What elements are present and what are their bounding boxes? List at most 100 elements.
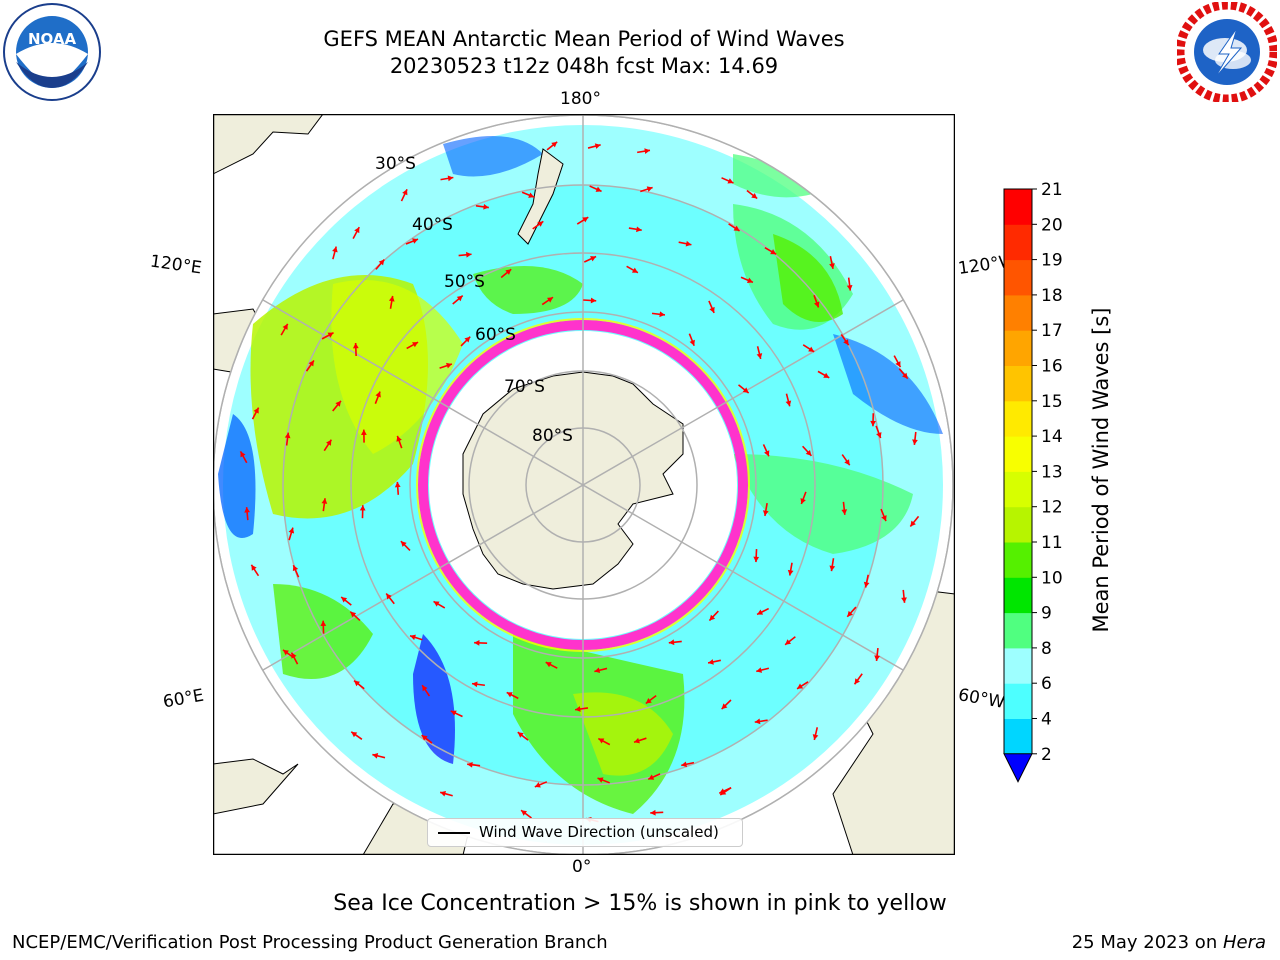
map-canvas: 30°S 40°S 50°S 60°S 70°S 80°S [212, 113, 956, 856]
wave-arrow-head [412, 238, 419, 244]
wave-arrow-head [388, 295, 395, 302]
wave-arrow-head [594, 143, 601, 149]
wave-arrow-head [631, 267, 638, 273]
wave-arrow-head [352, 342, 359, 349]
wave-arrow-head [575, 706, 581, 712]
colorbar-segment [1004, 542, 1032, 578]
colorbar-segments [1003, 188, 1033, 783]
colorbar-segment [1004, 365, 1032, 402]
wave-arrow-head [308, 360, 314, 367]
wave-arrow-head [863, 581, 870, 588]
wave-arrow-head [354, 227, 360, 234]
wave-arrow-head [595, 186, 602, 192]
colorbar-tick-label: 19 [1041, 251, 1063, 271]
nws-logo [1177, 2, 1277, 102]
wave-arrow-head [466, 251, 472, 258]
wave-arrow-head [636, 226, 642, 233]
wave-arrow-head [341, 597, 348, 603]
wave-arrow-head [320, 620, 327, 627]
wave-arrow-head [327, 332, 334, 338]
map-legend: Wind Wave Direction (unscaled) [427, 818, 743, 847]
footer-credit: NCEP/EMC/Verification Post Processing Pr… [12, 932, 608, 953]
colorbar-tick-label: 2 [1041, 745, 1052, 765]
footer-machine: Hera [1222, 932, 1266, 953]
wave-arrow-head [359, 505, 366, 511]
colorbar-tick-label: 8 [1041, 639, 1052, 659]
wave-arrow-head [537, 221, 544, 227]
colorbar-segment [1004, 577, 1032, 614]
colorbar-segment [1004, 259, 1032, 296]
wave-arrow-head [412, 342, 419, 348]
legend-line-marker [438, 832, 470, 834]
wave-arrow-head [251, 564, 257, 571]
wave-arrow-head [646, 186, 653, 192]
wave-arrow-head [467, 761, 473, 768]
wave-arrow-head [742, 387, 749, 393]
wave-arrow-head [733, 225, 740, 231]
wave-arrow-head [650, 809, 656, 816]
wave-arrow-head [902, 372, 908, 379]
wave-arrow-head [326, 439, 332, 446]
colorbar-under-triangle [1003, 753, 1033, 783]
colorbar-tick-label: 16 [1041, 357, 1063, 377]
sea-ice-note: Sea Ice Concentration > 15% is shown in … [333, 891, 947, 916]
wave-arrow-head [447, 175, 454, 182]
colorbar-tick-label: 12 [1041, 498, 1063, 518]
wave-arrow-head [648, 774, 655, 780]
wave-arrow-head [335, 400, 341, 407]
wave-arrow-head [846, 284, 853, 291]
colorbar-tick-label: 20 [1041, 215, 1063, 235]
wave-arrow-head [450, 710, 457, 716]
colorbar-segment [1004, 506, 1032, 543]
lat-label-70s: 70°S [504, 377, 545, 397]
wave-arrow-head [244, 507, 250, 513]
wave-arrow-head [288, 527, 295, 534]
colorbar-tick-label: 21 [1041, 180, 1063, 200]
colorbar-ticks: 2 4 6 8 9 10 11 12 13 14 15 16 17 18 19 20 21 [1032, 180, 1063, 765]
wave-arrow-head [534, 782, 541, 788]
colorbar-tick-label: 14 [1041, 427, 1063, 447]
wave-arrow-head [805, 449, 812, 456]
wave-arrow-head [757, 609, 764, 615]
wave-arrow-head [394, 481, 401, 488]
antarctic-map: 30°S 40°S 50°S 60°S 70°S 80°S [212, 113, 956, 856]
colorbar-tick-label: 15 [1041, 392, 1063, 412]
colorbar-segment [1004, 294, 1032, 331]
wave-arrow-head [721, 703, 728, 710]
lon-label-0: 0° [572, 857, 592, 877]
wave-arrow-head [582, 217, 589, 223]
wave-arrow-head [517, 732, 524, 738]
graticule [213, 115, 953, 855]
wave-arrow-head [910, 520, 916, 527]
lon-label-60e: 60°E [161, 685, 206, 713]
colorbar-segment [1004, 330, 1032, 366]
wave-arrow-head [854, 678, 860, 685]
wave-arrow-head [876, 432, 882, 439]
legend-label: Wind Wave Direction (unscaled) [479, 823, 719, 841]
wave-arrow-head [354, 680, 360, 687]
footer-date-text: 25 May 2023 on [1071, 932, 1223, 953]
wave-arrow-head [422, 685, 428, 692]
lon-label-120e: 120°E [148, 251, 203, 279]
wave-arrow-head [787, 569, 794, 576]
chart-subtitle-run: 20230523 t12z 048h fcst Max: 14.69 [389, 54, 779, 78]
wave-arrow-head [785, 400, 792, 407]
wave-arrow-head [659, 311, 665, 318]
wave-arrow-head [590, 256, 597, 262]
wave-arrow-head [644, 148, 650, 154]
wave-arrow-head [800, 498, 806, 505]
wave-arrow-head [547, 297, 553, 303]
colorbar-segment [1004, 189, 1032, 225]
wave-arrow-head [756, 353, 763, 359]
latitude-labels: 30°S 40°S 50°S 60°S 70°S 80°S [375, 154, 573, 446]
wave-arrow-head [823, 372, 830, 378]
colorbar-tick-label: 10 [1041, 568, 1063, 588]
wave-arrow-head [841, 509, 848, 515]
colorbar-tick-label: 17 [1041, 321, 1063, 341]
lat-label-80s: 80°S [532, 426, 573, 446]
wave-arrow-head [895, 361, 901, 368]
wave-arrow-head [506, 692, 513, 698]
wave-arrow-head [505, 269, 512, 275]
wave-arrow-head [645, 698, 652, 704]
wind-wave-arrows [239, 141, 920, 823]
